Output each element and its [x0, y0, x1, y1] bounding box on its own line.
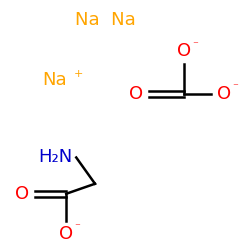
Text: O: O	[16, 185, 30, 203]
Text: ⁻: ⁻	[192, 40, 198, 50]
Text: O: O	[177, 42, 191, 60]
Text: ⁻: ⁻	[232, 82, 238, 92]
Text: O: O	[129, 85, 143, 103]
Text: +: +	[74, 69, 84, 79]
Text: Na  Na: Na Na	[74, 11, 136, 29]
Text: H₂N: H₂N	[38, 148, 72, 166]
Text: ⁻: ⁻	[74, 222, 80, 232]
Text: O: O	[217, 85, 231, 103]
Text: Na: Na	[43, 71, 67, 89]
Text: O: O	[59, 225, 73, 243]
